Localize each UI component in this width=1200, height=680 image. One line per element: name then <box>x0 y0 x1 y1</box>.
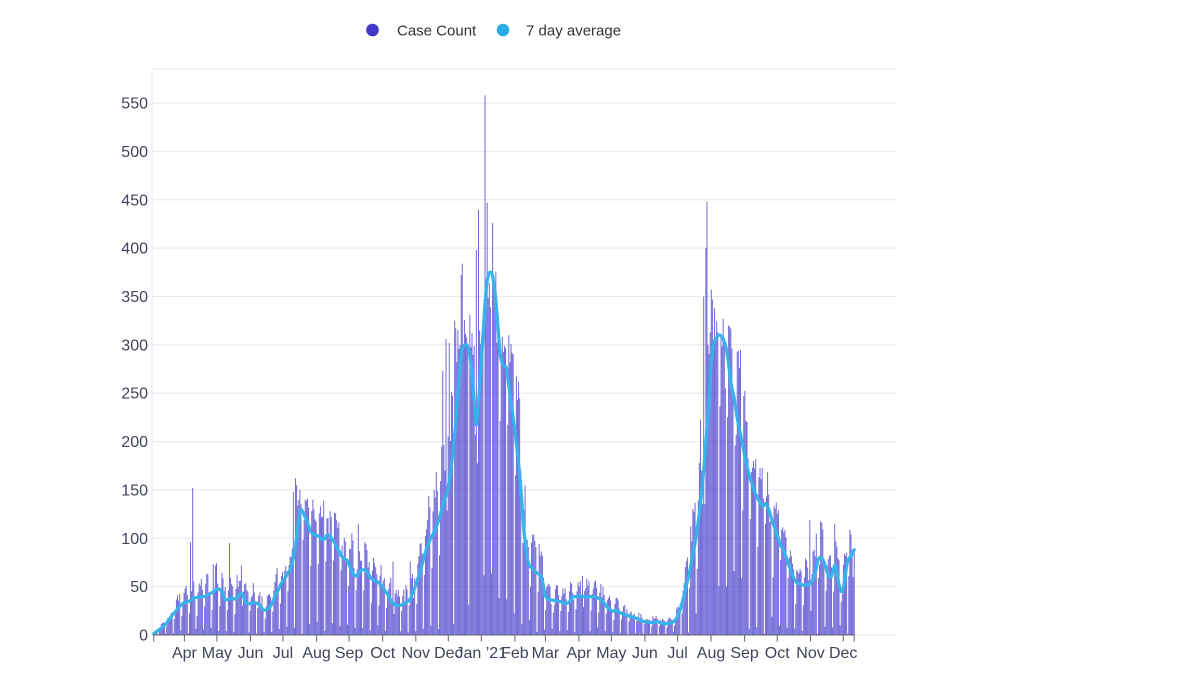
svg-text:550: 550 <box>121 96 148 113</box>
svg-text:7 day average: 7 day average <box>526 23 621 40</box>
svg-text:Jul: Jul <box>667 645 687 662</box>
svg-text:May: May <box>202 645 232 662</box>
svg-text:Sep: Sep <box>335 645 364 662</box>
svg-text:Jun: Jun <box>632 645 658 662</box>
svg-text:150: 150 <box>121 482 148 499</box>
svg-text:450: 450 <box>121 192 148 209</box>
svg-text:Feb: Feb <box>501 645 529 662</box>
svg-text:350: 350 <box>121 289 148 306</box>
svg-text:Oct: Oct <box>765 645 790 662</box>
svg-text:Sep: Sep <box>730 645 759 662</box>
svg-text:Nov: Nov <box>796 645 824 662</box>
svg-text:0: 0 <box>139 628 148 645</box>
svg-text:Oct: Oct <box>370 645 395 662</box>
svg-text:Aug: Aug <box>302 645 330 662</box>
svg-text:500: 500 <box>121 144 148 161</box>
svg-text:Mar: Mar <box>532 645 560 662</box>
svg-text:Dec: Dec <box>829 645 857 662</box>
svg-text:Jun: Jun <box>238 645 264 662</box>
svg-text:Apr: Apr <box>566 645 592 662</box>
svg-text:200: 200 <box>121 434 148 451</box>
svg-text:100: 100 <box>121 531 148 548</box>
svg-text:400: 400 <box>121 241 148 258</box>
svg-text:Apr: Apr <box>172 645 198 662</box>
svg-text:Jan ’21: Jan ’21 <box>456 645 508 662</box>
svg-text:Jul: Jul <box>273 645 293 662</box>
svg-text:Aug: Aug <box>697 645 725 662</box>
svg-text:250: 250 <box>121 386 148 403</box>
svg-text:Case Count: Case Count <box>397 23 477 40</box>
svg-text:50: 50 <box>130 579 148 596</box>
svg-text:May: May <box>596 645 626 662</box>
svg-text:Nov: Nov <box>402 645 430 662</box>
svg-text:300: 300 <box>121 337 148 354</box>
